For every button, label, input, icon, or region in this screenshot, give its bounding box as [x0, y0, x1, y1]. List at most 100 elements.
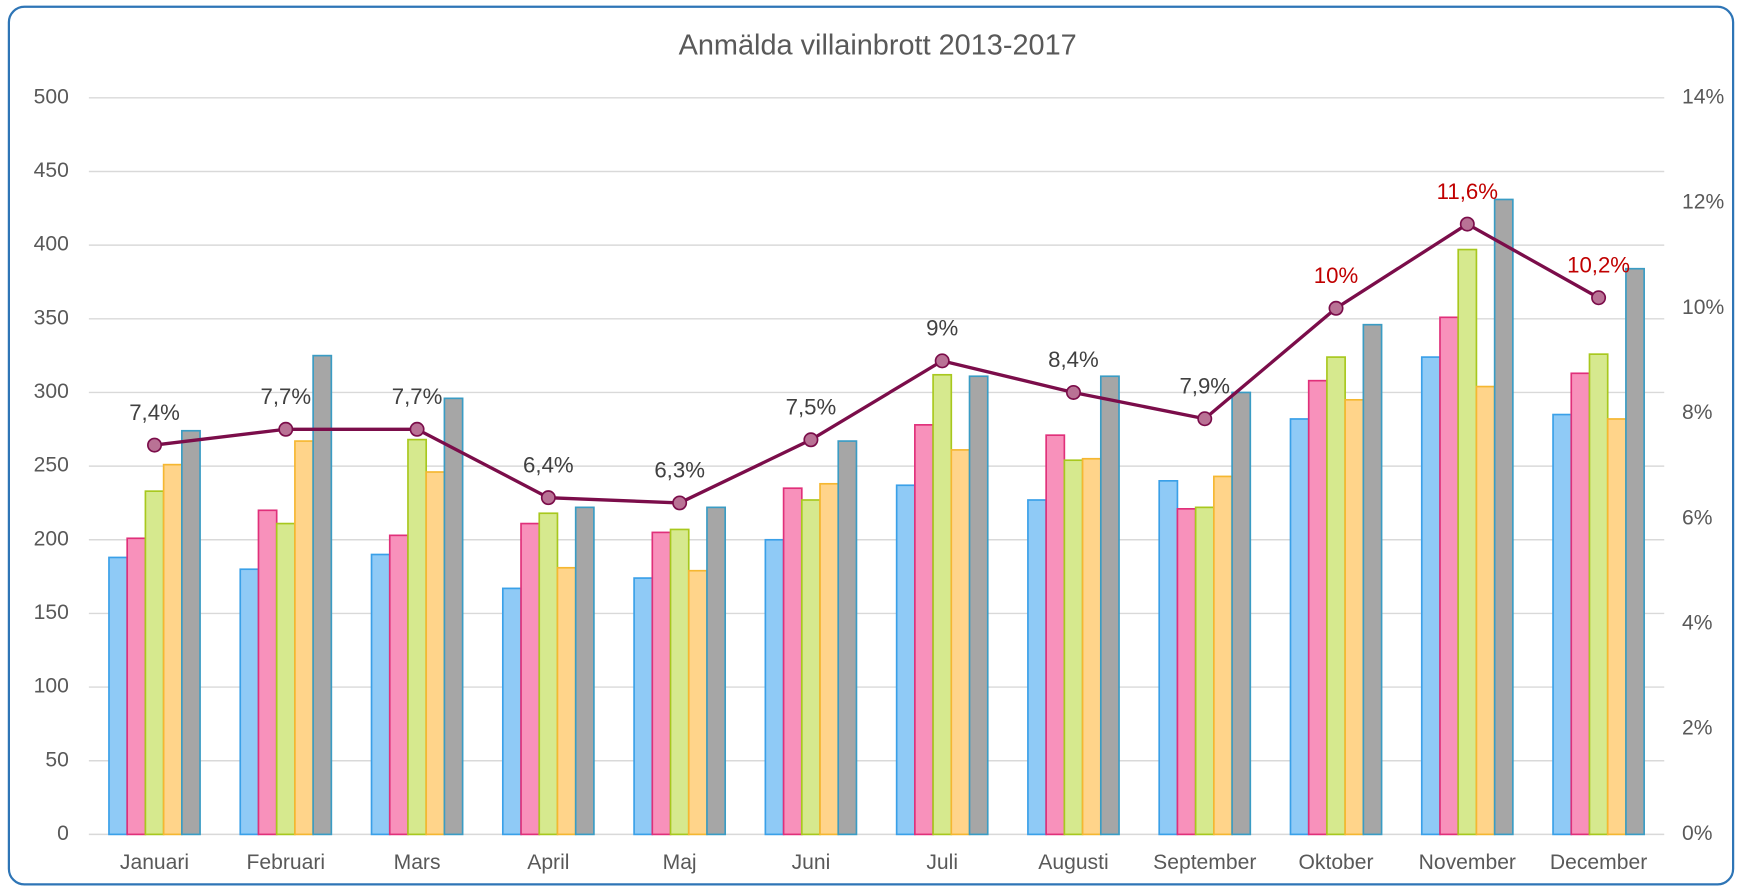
bar	[819, 482, 840, 836]
bar	[1158, 480, 1179, 836]
bar	[443, 397, 464, 836]
bar	[1344, 398, 1365, 836]
bar	[1063, 459, 1084, 836]
bar	[782, 487, 803, 836]
data-label: 10,2%	[1567, 253, 1630, 278]
bar	[669, 528, 690, 836]
bar	[181, 429, 201, 836]
bar	[1176, 507, 1197, 836]
y2-tick-label: 4%	[1682, 612, 1713, 635]
bar	[1606, 418, 1627, 836]
bar	[1289, 418, 1310, 836]
bar	[1625, 267, 1645, 836]
bar	[501, 587, 522, 836]
x-tick-label: Augusti	[1038, 851, 1108, 874]
x-tick-label: November	[1419, 851, 1516, 874]
bar	[257, 509, 278, 836]
data-label: 7,7%	[392, 384, 443, 409]
bar	[895, 484, 916, 836]
bar	[1588, 353, 1609, 836]
bar	[651, 531, 672, 836]
y2-tick-label: 10%	[1682, 296, 1724, 319]
x-tick-label: Oktober	[1299, 851, 1374, 874]
bar	[950, 449, 971, 836]
bar	[1552, 413, 1573, 836]
chart-title: Anmälda villainbrott 2013-2017	[679, 29, 1077, 61]
bar	[1045, 434, 1066, 836]
bar	[574, 506, 595, 836]
y-tick-label: 0	[57, 822, 69, 845]
bar	[800, 499, 821, 836]
y-tick-label: 250	[34, 454, 69, 477]
bar	[388, 534, 409, 836]
bar	[1027, 499, 1047, 836]
x-tick-label: Juli	[926, 851, 958, 874]
x-tick-label: Februari	[247, 851, 326, 874]
bar	[294, 440, 314, 836]
y2-tick-label: 6%	[1682, 506, 1713, 529]
data-label: 6,4%	[523, 452, 574, 477]
line-marker	[540, 490, 556, 506]
bar	[968, 375, 989, 836]
line	[154, 222, 1600, 505]
data-label: 7,9%	[1179, 374, 1230, 399]
bar	[1457, 248, 1478, 836]
y-tick-label: 450	[34, 159, 69, 182]
data-label: 7,5%	[786, 395, 837, 420]
bar	[275, 522, 296, 836]
line-marker	[672, 495, 688, 511]
x-tick-label: Juni	[792, 851, 831, 874]
line-marker	[1459, 216, 1475, 232]
bar	[556, 566, 577, 836]
y2-tick-label: 0%	[1682, 822, 1713, 845]
bar	[239, 568, 260, 836]
x-tick-label: April	[527, 851, 569, 874]
bar	[1099, 375, 1120, 836]
line-marker	[409, 421, 425, 437]
bar	[1231, 391, 1252, 836]
y-tick-label: 200	[34, 527, 69, 550]
line-marker	[1591, 290, 1607, 306]
bar	[914, 424, 934, 836]
data-label: 8,4%	[1048, 347, 1099, 372]
y-tick-label: 150	[34, 601, 69, 624]
bar	[706, 506, 727, 836]
data-label: 7,4%	[129, 400, 180, 425]
bar	[1307, 379, 1328, 836]
bar	[407, 438, 428, 836]
bar	[1420, 356, 1441, 836]
data-label: 9%	[926, 316, 958, 341]
y2-tick-label: 12%	[1682, 191, 1724, 214]
data-label: 11,6%	[1437, 179, 1498, 204]
y2-tick-label: 2%	[1682, 717, 1713, 740]
bar	[1493, 198, 1514, 836]
bar	[108, 556, 129, 836]
data-label: 10%	[1314, 263, 1358, 288]
bar	[1213, 475, 1233, 836]
bar	[1194, 506, 1215, 836]
y-tick-label: 100	[34, 675, 69, 698]
bar	[1475, 385, 1496, 836]
bar	[687, 569, 708, 836]
y-tick-label: 350	[34, 306, 69, 329]
bar	[764, 538, 785, 836]
x-tick-label: Januari	[120, 851, 189, 874]
x-tick-label: September	[1153, 851, 1256, 874]
data-label: 7,7%	[260, 384, 311, 409]
data-label: 6,3%	[654, 458, 705, 483]
line-marker	[1197, 411, 1213, 427]
bar	[1362, 323, 1383, 836]
y2-tick-label: 8%	[1682, 401, 1713, 424]
x-tick-label: December	[1550, 851, 1647, 874]
y-tick-label: 300	[34, 380, 69, 403]
bar	[633, 577, 654, 836]
bar	[312, 354, 333, 836]
y-tick-label: 50	[45, 748, 68, 771]
y-tick-label: 500	[34, 85, 69, 108]
x-tick-label: Maj	[663, 851, 697, 874]
bar	[1439, 316, 1460, 836]
line-marker	[934, 353, 950, 369]
line-marker	[803, 432, 819, 448]
bar	[932, 373, 953, 836]
line-marker	[278, 421, 294, 437]
